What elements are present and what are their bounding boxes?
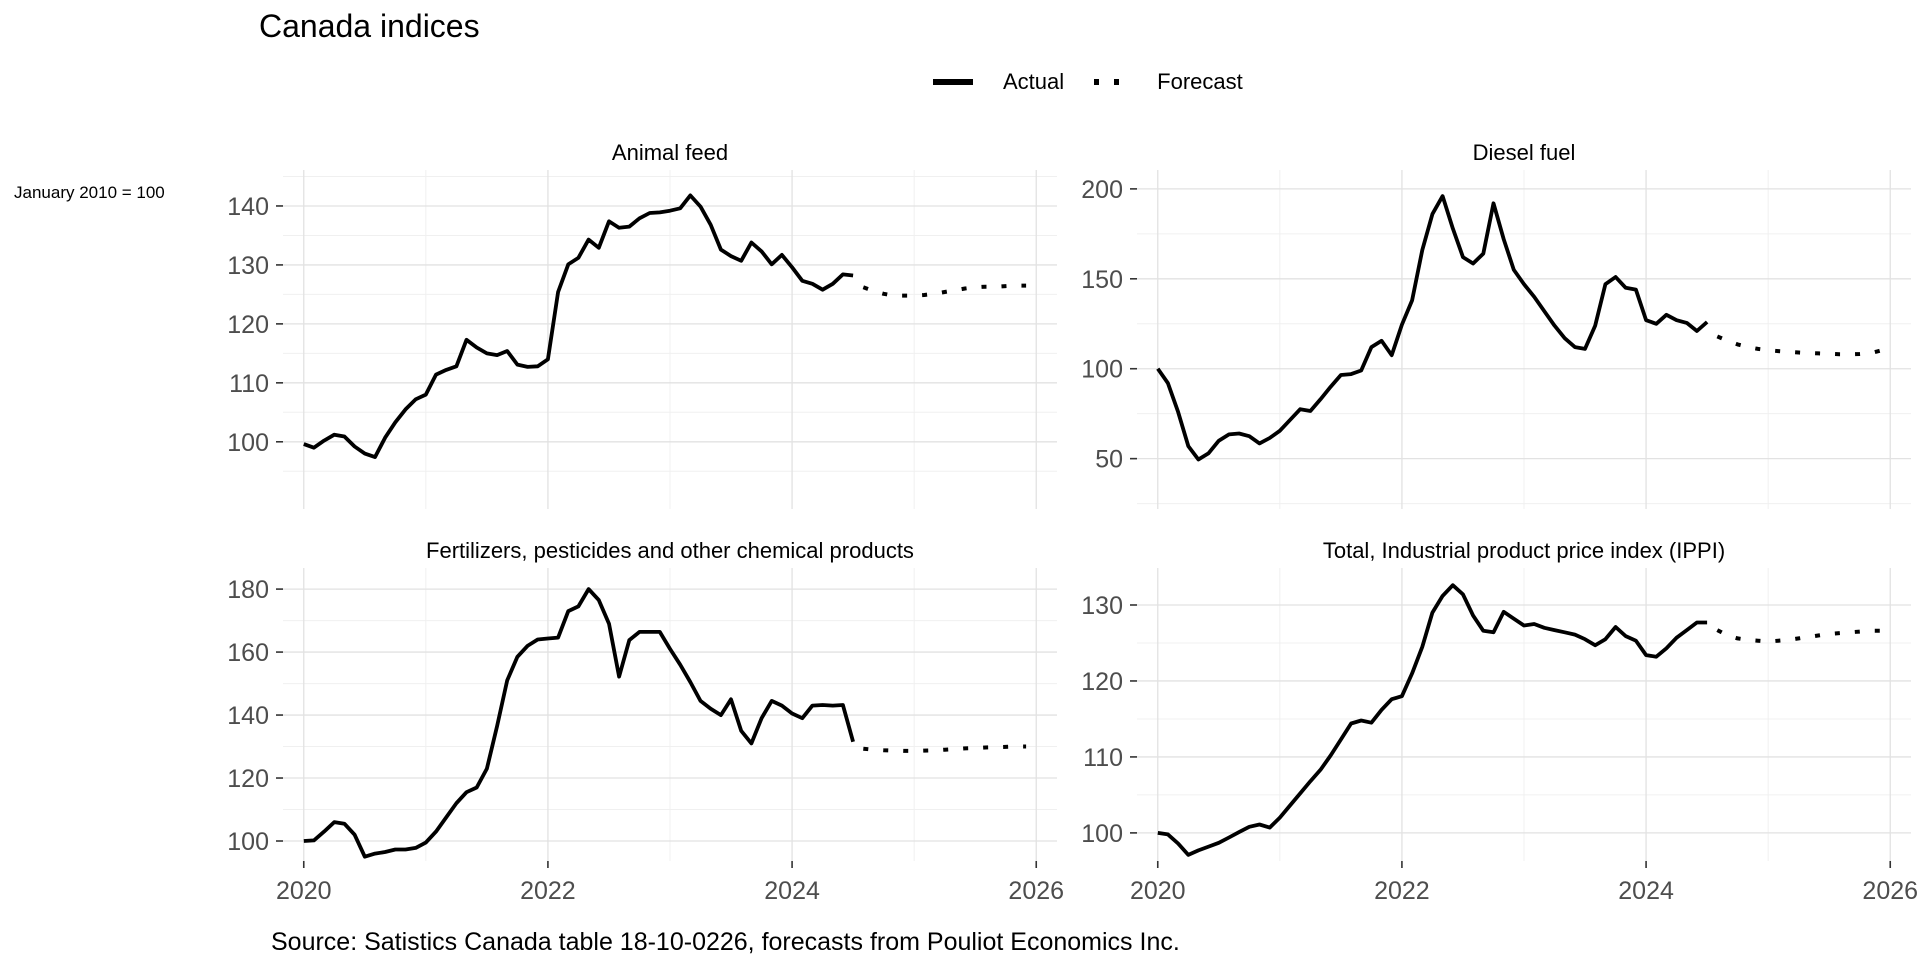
total-ippi-chart: 100 110 120 130 2020 2022 2024 2026 — [1081, 568, 1918, 905]
panel-animal-feed: Animal feed 100 110 120 130 140 — [195, 134, 1071, 521]
y-tick-label: 100 — [227, 429, 269, 457]
legend-forecast-dotted-sample — [1094, 79, 1132, 85]
gridlines — [1137, 170, 1911, 509]
y-tick-label: 50 — [1095, 446, 1123, 474]
fertilizers-chart: 100 120 140 160 180 2020 2022 2024 2026 — [227, 568, 1064, 905]
actual-line — [1156, 194, 1709, 462]
x-tick-label: 2026 — [1008, 877, 1064, 905]
forecast-line — [1716, 628, 1881, 644]
panel-title: Total, Industrial product price index (I… — [1322, 538, 1726, 563]
y-tick-label: 110 — [229, 370, 269, 398]
y-tick-label: 200 — [1081, 176, 1123, 204]
legend-forecast-label: Forecast — [1157, 69, 1243, 94]
axes: 100 120 140 160 180 2020 2022 2024 2026 — [227, 576, 1064, 905]
panel-title: Diesel fuel — [1472, 140, 1576, 165]
gridlines — [283, 568, 1057, 861]
actual-line — [303, 587, 855, 859]
legend-actual-label: Actual — [1003, 69, 1065, 94]
figure-title: Canada indices — [259, 8, 480, 44]
forecast-line — [862, 283, 1027, 298]
y-axis-unit-note: January 2010 = 100 — [14, 183, 165, 202]
panel-title: Fertilizers, pesticides and other chemic… — [426, 538, 914, 563]
axes: 50 100 150 200 — [1081, 176, 1137, 474]
y-tick-label: 120 — [1081, 668, 1123, 696]
y-tick-label: 140 — [227, 702, 269, 730]
source-note: Source: Satistics Canada table 18-10-022… — [271, 928, 1180, 956]
y-tick-label: 130 — [227, 252, 269, 280]
forecast-line — [1716, 334, 1881, 357]
x-tick-label: 2026 — [1862, 877, 1918, 905]
gridlines — [283, 170, 1057, 509]
diesel-fuel-chart: 50 100 150 200 — [1081, 170, 1911, 509]
legend: Actual Forecast — [933, 66, 1243, 98]
y-tick-label: 100 — [1081, 820, 1123, 848]
x-tick-label: 2020 — [276, 877, 332, 905]
axes: 100 110 120 130 2020 2022 2024 2026 — [1081, 592, 1918, 905]
x-tick-label: 2024 — [1618, 877, 1674, 905]
y-tick-label: 110 — [1083, 744, 1123, 772]
y-tick-label: 140 — [227, 193, 269, 221]
y-tick-label: 120 — [227, 765, 269, 793]
panel-total-ippi: Total, Industrial product price index (I… — [1049, 532, 1920, 915]
actual-line — [303, 193, 854, 459]
gridlines — [1137, 568, 1911, 861]
y-tick-label: 180 — [227, 576, 269, 604]
x-tick-label: 2022 — [1374, 877, 1430, 905]
y-tick-label: 100 — [1081, 356, 1123, 384]
legend-actual-line-sample — [933, 79, 973, 85]
panel-title: Animal feed — [611, 140, 729, 165]
x-tick-label: 2024 — [764, 877, 820, 905]
actual-line — [1157, 583, 1708, 857]
y-tick-label: 130 — [1081, 592, 1123, 620]
animal-feed-chart: 100 110 120 130 140 — [227, 170, 1057, 509]
y-tick-label: 100 — [227, 828, 269, 856]
y-tick-label: 120 — [227, 311, 269, 339]
axes: 100 110 120 130 140 — [227, 193, 283, 457]
panel-diesel-fuel: Diesel fuel 50 100 150 200 — [1049, 134, 1920, 521]
panel-fertilizers: Fertilizers, pesticides and other chemic… — [195, 532, 1071, 915]
x-tick-label: 2020 — [1130, 877, 1186, 905]
y-tick-label: 150 — [1081, 266, 1123, 294]
y-tick-label: 160 — [227, 639, 269, 667]
x-tick-label: 2022 — [520, 877, 576, 905]
forecast-line — [863, 744, 1027, 753]
